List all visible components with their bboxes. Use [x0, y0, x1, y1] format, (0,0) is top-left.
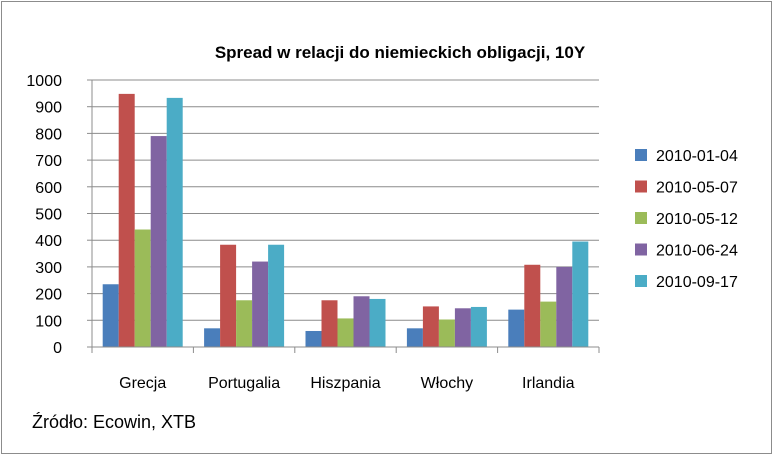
x-axis-ticks: Grecja Portugalia Hiszpania Włochy Irlandia	[91, 347, 600, 392]
bar-2010-06-24-Hiszpania	[353, 296, 370, 347]
legend-label: 2010-05-12	[656, 211, 738, 228]
bar-2010-01-04-Irlandia	[508, 309, 525, 347]
y-tick-label: 400	[35, 233, 62, 250]
bar-2010-05-07-Portugalia	[220, 244, 237, 347]
y-axis-ticks: 0 100 200 300 400 500 600 700 800 900 1000	[26, 73, 92, 357]
bar-2010-06-24-Irlandia	[556, 266, 573, 347]
x-tick-label: Hiszpania	[310, 375, 380, 392]
bar-2010-09-17-Grecja	[166, 97, 183, 347]
y-tick-label: 300	[35, 260, 62, 277]
bar-2010-09-17-Włochy	[470, 306, 487, 347]
y-tick-label: 700	[35, 153, 62, 170]
bar-2010-09-17-Hiszpania	[369, 298, 386, 347]
legend-label: 2010-05-07	[656, 180, 738, 197]
legend-swatch	[635, 180, 647, 193]
bar-2010-01-04-Włochy	[406, 328, 423, 347]
x-tick-label: Irlandia	[522, 375, 575, 392]
chart-title: Spread w relacji do niemieckich obligacj…	[215, 43, 586, 62]
bars	[102, 93, 589, 347]
y-tick-label: 0	[53, 340, 62, 357]
bar-2010-01-04-Hiszpania	[305, 330, 322, 347]
legend-label: 2010-01-04	[656, 148, 738, 165]
bar-2010-05-07-Włochy	[422, 306, 439, 347]
y-tick-label: 600	[35, 180, 62, 197]
bar-2010-01-04-Portugalia	[204, 328, 221, 347]
legend-swatch	[635, 243, 647, 256]
bar-2010-06-24-Portugalia	[252, 261, 269, 347]
legend-label: 2010-09-17	[656, 274, 738, 291]
x-tick-label: Grecja	[119, 375, 166, 392]
bar-2010-05-07-Irlandia	[524, 264, 541, 347]
bar-2010-05-07-Hiszpania	[321, 300, 338, 347]
y-tick-label: 200	[35, 287, 62, 304]
bar-2010-09-17-Irlandia	[572, 241, 589, 347]
x-tick-label: Portugalia	[208, 375, 280, 392]
y-tick-label: 900	[35, 100, 62, 117]
bar-2010-01-04-Grecja	[102, 284, 119, 347]
source-note: Źródło: Ecowin, XTB	[32, 412, 197, 432]
bar-2010-06-24-Włochy	[454, 308, 471, 347]
y-tick-label: 500	[35, 207, 62, 224]
bar-2010-09-17-Portugalia	[268, 244, 285, 347]
bar-2010-06-24-Grecja	[150, 136, 167, 347]
bar-2010-05-12-Grecja	[134, 229, 151, 347]
y-tick-label: 1000	[26, 73, 62, 90]
bar-2010-05-12-Włochy	[438, 319, 455, 347]
bar-2010-05-07-Grecja	[118, 93, 135, 347]
bar-2010-05-12-Portugalia	[236, 300, 253, 347]
bar-2010-05-12-Hiszpania	[337, 318, 354, 347]
legend-label: 2010-06-24	[656, 243, 738, 260]
y-tick-label: 800	[35, 126, 62, 143]
legend-swatch	[635, 149, 647, 161]
bar-2010-05-12-Irlandia	[540, 301, 557, 347]
legend: 2010-01-04 2010-05-07 2010-05-12 2010-06-24…	[635, 148, 738, 291]
y-tick-label: 100	[35, 313, 62, 330]
x-tick-label: Włochy	[421, 375, 473, 392]
legend-swatch	[635, 275, 647, 287]
legend-swatch	[635, 212, 647, 224]
